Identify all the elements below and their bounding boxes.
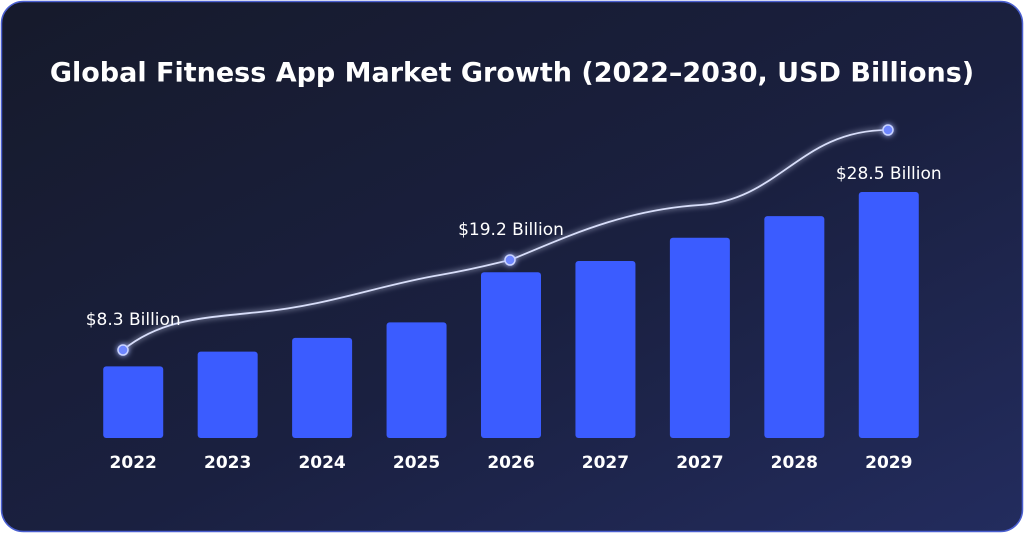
value-label: $28.5 Billion (836, 164, 942, 184)
trend-curve (122, 129, 889, 351)
bar (386, 322, 447, 438)
value-label: $19.2 Billion (458, 220, 564, 240)
x-tick-label: 2029 (865, 453, 912, 473)
bar (575, 261, 636, 438)
x-tick-label: 2026 (487, 453, 534, 473)
bar (103, 366, 164, 438)
trend-dot (504, 254, 516, 266)
x-tick-label: 2027 (582, 453, 629, 473)
chart-title: Global Fitness App Market Growth (2022–2… (50, 58, 974, 89)
bar (669, 237, 730, 438)
x-tick-label: 2022 (110, 453, 157, 473)
bar (197, 351, 258, 438)
x-tick-label: 2024 (298, 453, 345, 473)
trend-dot (117, 344, 129, 356)
bar (292, 337, 353, 438)
bar (858, 191, 919, 438)
x-tick-label: 2027 (676, 453, 723, 473)
bar (481, 272, 541, 438)
bar (764, 216, 825, 438)
x-tick-label: 2025 (393, 453, 440, 473)
x-tick-label: 2023 (204, 453, 251, 473)
x-tick-label: 2028 (771, 453, 818, 473)
value-label: $8.3 Billion (86, 310, 181, 330)
trend-dot (882, 124, 894, 136)
